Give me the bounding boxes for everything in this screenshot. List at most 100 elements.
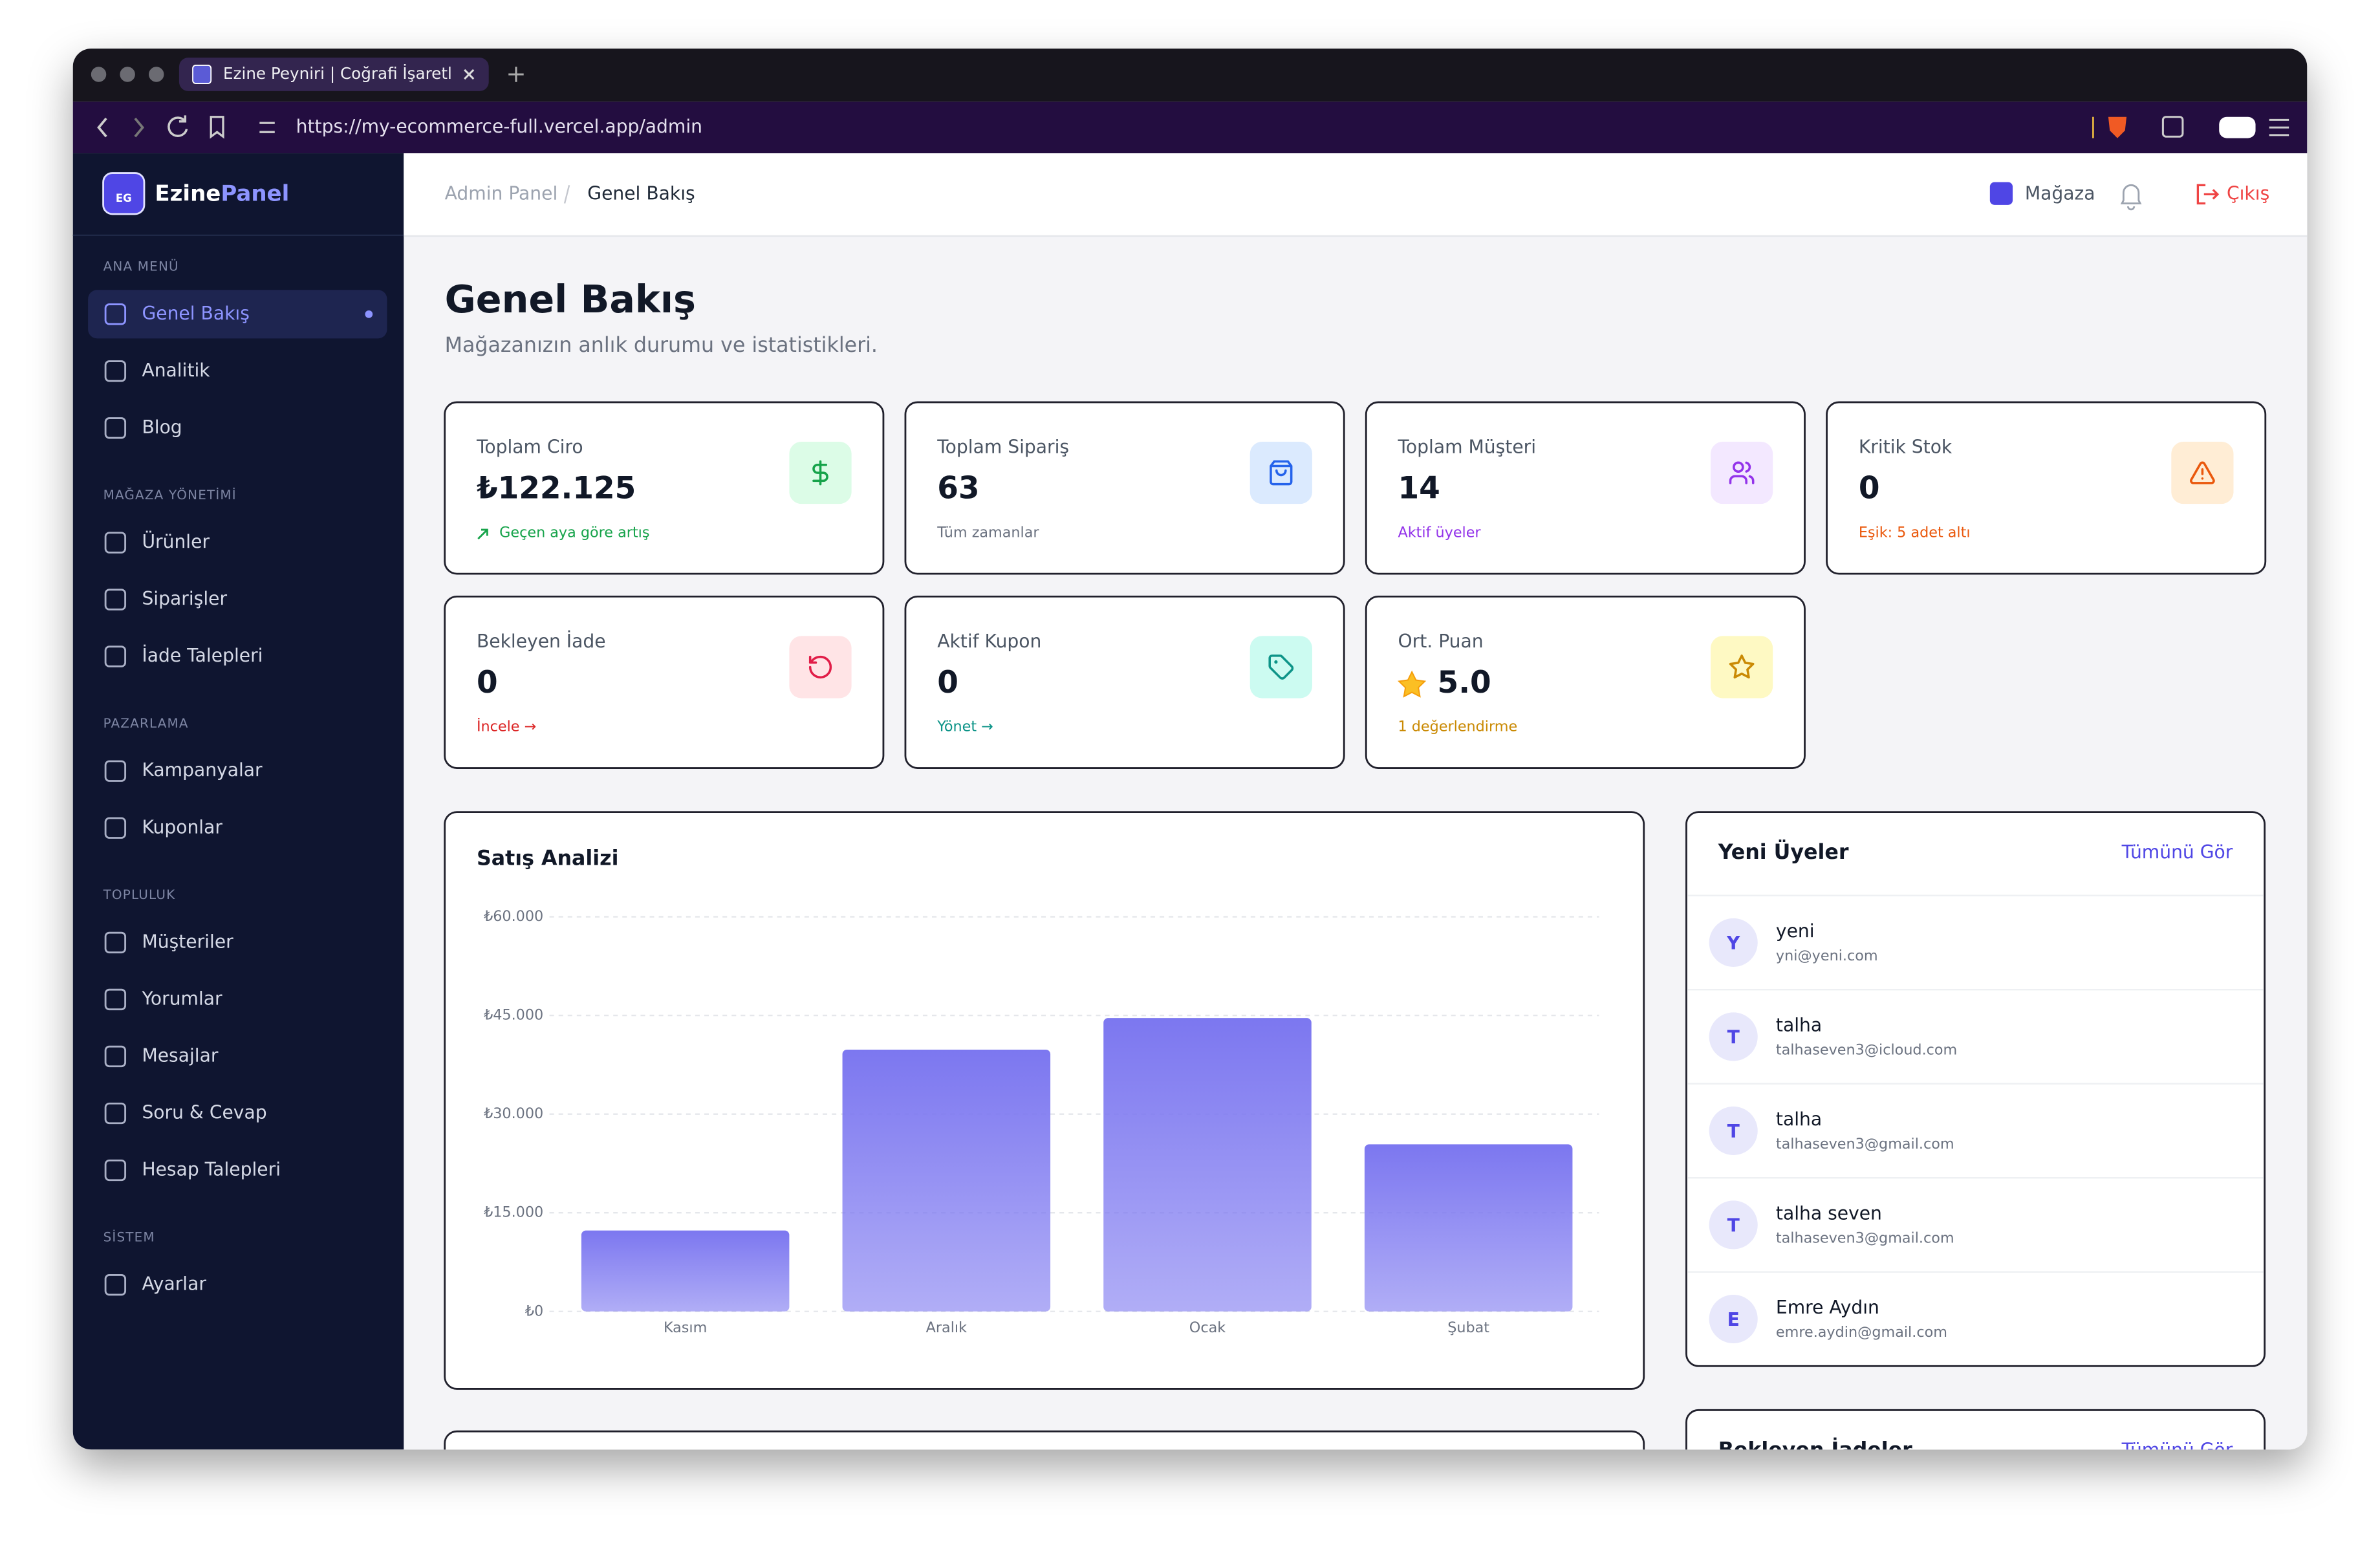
breadcrumb-root[interactable]: Admin Panel xyxy=(445,182,558,204)
x-tick-label: Ocak xyxy=(1189,1319,1226,1336)
window-content: Ezine Peyniri | Coğrafi İşaretli https:/… xyxy=(72,49,2308,1462)
breadcrumb-current: Genel Bakış xyxy=(587,182,695,204)
window-zoom[interactable] xyxy=(149,67,164,82)
member-email: talhaseven3@gmail.com xyxy=(1776,1230,1954,1247)
window-minimize[interactable] xyxy=(120,67,135,82)
stat-label: Bekleyen İade xyxy=(477,631,606,652)
nav-item[interactable]: Ürünler xyxy=(142,530,210,552)
nav-icon xyxy=(104,360,127,382)
bar xyxy=(1103,1018,1312,1312)
wallet-button[interactable] xyxy=(2219,116,2256,138)
stat-card xyxy=(1365,595,1806,769)
returns-title: Bekleyen İadeler xyxy=(1718,1438,1912,1462)
bookmark-button[interactable] xyxy=(210,116,224,139)
nav-item[interactable]: Müşteriler xyxy=(142,931,233,952)
address-bar xyxy=(72,102,2308,154)
nav-item[interactable]: Blog xyxy=(142,416,182,438)
member-name[interactable]: talha seven xyxy=(1776,1203,1882,1224)
member-name[interactable]: yeni xyxy=(1776,920,1815,942)
reader-button[interactable] xyxy=(2161,116,2184,138)
stat-cards: Toplam Ciro ₺122.125 Geçen aya göre artış T… xyxy=(444,401,2267,769)
logout-link[interactable]: Çıkış xyxy=(2227,182,2269,204)
nav-icon xyxy=(104,417,127,439)
stat-label: Toplam Ciro xyxy=(476,436,583,457)
members-link[interactable]: Tümünü Gör xyxy=(2121,841,2233,863)
y-tick-label: ₺30.000 xyxy=(484,1105,543,1122)
member-name[interactable]: talha xyxy=(1776,1109,1822,1130)
breadcrumb-separator xyxy=(563,185,570,204)
stat-label: Aktif Kupon xyxy=(937,631,1041,652)
window-close[interactable] xyxy=(91,67,107,82)
url[interactable]: https://my-ecommerce-full.vercel.app/adm… xyxy=(296,116,702,137)
stat-card xyxy=(444,401,885,575)
stat-icon xyxy=(2190,461,2215,484)
forward-button[interactable] xyxy=(134,117,145,138)
nav-active-bg xyxy=(88,290,387,339)
nav-item[interactable]: Kampanyalar xyxy=(142,759,263,781)
y-tick-label: ₺15.000 xyxy=(484,1204,543,1221)
stat-note[interactable]: Yönet → xyxy=(936,719,993,735)
member-avatar xyxy=(1709,1294,1758,1344)
new-tab[interactable] xyxy=(508,67,524,82)
nav-item[interactable]: Mesajlar xyxy=(142,1044,218,1066)
stat-icon-bg xyxy=(1711,441,1773,504)
stat-icon-bg xyxy=(1250,636,1312,698)
stat-value: 0 xyxy=(937,665,958,700)
site-settings[interactable] xyxy=(259,122,275,133)
stat-card xyxy=(1826,401,2267,575)
nav-item[interactable]: Yorumlar xyxy=(141,988,222,1009)
member-initial: T xyxy=(1727,1026,1740,1048)
stat-icon xyxy=(808,655,832,679)
member-name[interactable]: Emre Aydın xyxy=(1776,1297,1879,1318)
stat-value: ₺122.125 xyxy=(477,471,636,506)
brave-shield[interactable] xyxy=(2108,116,2127,138)
nav-item[interactable]: İade Talepleri xyxy=(142,645,263,666)
page-subtitle: Mağazanızın anlık durumu ve istatistikle… xyxy=(445,334,878,357)
nav-item[interactable]: Siparişler xyxy=(142,588,227,609)
nav-icon xyxy=(104,589,127,611)
nav-icon xyxy=(104,1045,127,1068)
nav-icon xyxy=(104,1274,127,1296)
reload-button[interactable] xyxy=(168,115,188,137)
nav-item[interactable]: Genel Bakış xyxy=(142,303,249,324)
nav-section-title: ANA MENÜ xyxy=(103,259,179,274)
menu-button[interactable] xyxy=(2269,118,2289,136)
nav-active-dot xyxy=(365,310,373,318)
returns-link[interactable]: Tümünü Gör xyxy=(2121,1440,2233,1461)
member-name[interactable]: talha xyxy=(1776,1015,1822,1036)
page-title: Genel Bakış xyxy=(445,277,696,321)
nav-item[interactable]: Ayarlar xyxy=(142,1273,206,1295)
stat-label: Toplam Müşteri xyxy=(1398,436,1537,457)
bar xyxy=(842,1049,1051,1312)
stat-card xyxy=(1365,401,1806,575)
nav-icon xyxy=(104,760,127,782)
member-avatar xyxy=(1709,1012,1758,1061)
logo[interactable] xyxy=(102,172,146,215)
star-emoji xyxy=(1398,670,1427,698)
back-button[interactable] xyxy=(97,117,107,138)
nav-icon xyxy=(104,817,127,839)
stat-value: 5.0 xyxy=(1438,665,1491,700)
nav-item[interactable]: Hesap Talepleri xyxy=(142,1158,281,1180)
stat-icon xyxy=(1729,461,1755,484)
nav-item[interactable]: Soru & Cevap xyxy=(142,1101,266,1123)
store-link[interactable]: Mağaza xyxy=(2025,182,2095,204)
nav-icon xyxy=(104,988,127,1011)
tab-title: Ezine Peyniri | Coğrafi İşaretli xyxy=(223,64,457,83)
y-tick-label: ₺45.000 xyxy=(484,1007,543,1024)
stat-note[interactable]: İncele → xyxy=(477,717,536,735)
notifications[interactable] xyxy=(2120,184,2142,211)
stat-icon xyxy=(1729,654,1755,679)
stat-note: Eşik: 5 adet altı xyxy=(1859,524,1971,541)
stat-icon xyxy=(1270,460,1293,486)
nav-item[interactable]: Kuponlar xyxy=(142,816,222,838)
tab[interactable] xyxy=(178,58,489,91)
nav-icon xyxy=(104,645,127,667)
stat-value: 14 xyxy=(1398,471,1440,506)
nav-item[interactable]: Analitik xyxy=(142,360,210,381)
tab-close[interactable] xyxy=(464,69,475,80)
bar xyxy=(581,1230,790,1312)
